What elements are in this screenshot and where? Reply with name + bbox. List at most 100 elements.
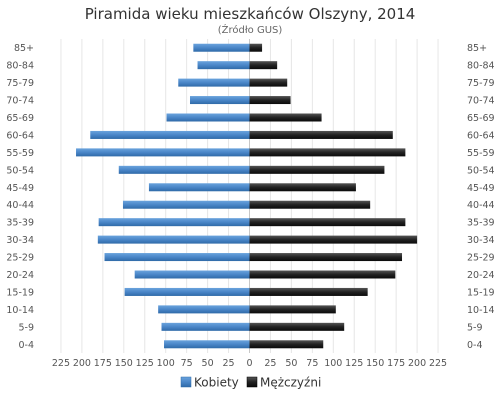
age-label: 85+ <box>14 43 34 54</box>
bar-kobiety[interactable] <box>193 43 250 52</box>
age-label: 25-29 <box>467 253 495 264</box>
bar-mezczyzni[interactable] <box>249 270 396 279</box>
age-label: 45-49 <box>6 183 34 194</box>
age-label: 80-84 <box>467 61 495 72</box>
bar-mezczyzni[interactable] <box>249 96 291 105</box>
bar-kobiety[interactable] <box>190 96 250 105</box>
age-label: 0-4 <box>18 340 34 351</box>
bar-mezczyzni[interactable] <box>249 235 418 244</box>
age-label: 5-9 <box>467 322 483 333</box>
age-label: 35-39 <box>6 218 34 229</box>
bar-mezczyzni[interactable] <box>249 340 324 349</box>
age-label: 55-59 <box>6 148 34 159</box>
legend-item-kobiety[interactable]: Kobiety <box>180 376 239 390</box>
age-label: 75-79 <box>467 78 495 89</box>
x-tick-label: 50 <box>285 358 297 369</box>
bar-kobiety[interactable] <box>97 235 250 244</box>
age-label: 50-54 <box>6 165 34 176</box>
age-label: 10-14 <box>467 305 495 316</box>
age-label: 30-34 <box>467 235 495 246</box>
age-label: 70-74 <box>6 96 34 107</box>
x-tick-label: 125 <box>345 358 363 369</box>
x-tick-label: 75 <box>306 358 318 369</box>
age-labels-right: 85+ 80-84 75-79 70-74 65-69 60-64 55-59 50-54 45… <box>467 43 495 351</box>
bar-mezczyzni[interactable] <box>249 218 406 227</box>
bar-kobiety[interactable] <box>122 200 250 209</box>
x-tick-label: 150 <box>115 358 133 369</box>
legend-item-mezczyzni[interactable]: Mężczyźni <box>246 376 321 390</box>
chart-title: Piramida wieku mieszkańców Olszyny, 2014 <box>85 5 416 23</box>
bar-mezczyzni[interactable] <box>249 200 371 209</box>
x-tick-label: 225 <box>429 358 447 369</box>
bar-mezczyzni[interactable] <box>249 183 356 192</box>
bar-mezczyzni[interactable] <box>249 43 263 52</box>
x-tick-label: 200 <box>73 358 91 369</box>
age-label: 75-79 <box>6 78 34 89</box>
x-tick-label: 200 <box>408 358 426 369</box>
bar-mezczyzni[interactable] <box>249 305 336 314</box>
grid-lines <box>60 39 439 353</box>
bar-mezczyzni[interactable] <box>249 130 393 139</box>
age-label: 20-24 <box>467 270 495 281</box>
age-label: 5-9 <box>18 322 34 333</box>
bar-kobiety[interactable] <box>118 165 250 174</box>
legend-label-kobiety: Kobiety <box>194 376 239 390</box>
bar-kobiety[interactable] <box>98 218 250 227</box>
bar-kobiety[interactable] <box>124 287 250 296</box>
x-tick-label: 50 <box>202 358 214 369</box>
legend-label-mezczyzni: Mężczyźni <box>260 376 321 390</box>
bar-mezczyzni[interactable] <box>249 78 288 87</box>
x-tick-label: 0 <box>246 358 252 369</box>
bar-kobiety[interactable] <box>197 61 250 70</box>
x-tick-label: 175 <box>387 358 405 369</box>
age-label: 20-24 <box>6 270 34 281</box>
legend-swatch-kobiety <box>180 376 192 388</box>
bar-kobiety[interactable] <box>90 130 250 139</box>
bar-mezczyzni[interactable] <box>249 322 345 331</box>
bar-kobiety[interactable] <box>161 322 250 331</box>
bar-mezczyzni[interactable] <box>249 148 406 157</box>
x-tick-label: 125 <box>136 358 154 369</box>
chart-subtitle: (Źródło GUS) <box>218 23 283 36</box>
x-tick-label: 225 <box>52 358 70 369</box>
x-tick-label: 25 <box>223 358 235 369</box>
age-label: 10-14 <box>6 305 34 316</box>
age-label: 65-69 <box>467 113 495 124</box>
age-label: 70-74 <box>467 96 495 107</box>
age-label: 25-29 <box>6 253 34 264</box>
age-label: 60-64 <box>6 130 34 141</box>
age-label: 40-44 <box>467 200 495 211</box>
bar-kobiety[interactable] <box>164 340 250 349</box>
x-axis-ticks: 225 200 175 150 125 100 75 50 25 0 25 50 75 100 125 150… <box>52 358 447 369</box>
x-tick-label: 100 <box>324 358 342 369</box>
legend-swatch-mezczyzni <box>246 376 258 388</box>
x-tick-label: 175 <box>94 358 112 369</box>
age-label: 35-39 <box>467 218 495 229</box>
bars <box>76 43 418 349</box>
bar-kobiety[interactable] <box>104 253 250 262</box>
bar-mezczyzni[interactable] <box>249 287 368 296</box>
age-label: 30-34 <box>6 235 34 246</box>
bar-kobiety[interactable] <box>76 148 250 157</box>
age-label: 55-59 <box>467 148 495 159</box>
age-label: 15-19 <box>6 287 34 298</box>
bar-kobiety[interactable] <box>134 270 250 279</box>
age-label: 85+ <box>467 43 487 54</box>
age-label: 15-19 <box>467 287 495 298</box>
bar-kobiety[interactable] <box>166 113 250 122</box>
x-tick-label: 100 <box>157 358 175 369</box>
age-label: 65-69 <box>6 113 34 124</box>
legend[interactable]: Kobiety Mężczyźni <box>180 376 321 390</box>
bar-mezczyzni[interactable] <box>249 113 322 122</box>
bar-mezczyzni[interactable] <box>249 165 385 174</box>
bar-kobiety[interactable] <box>158 305 250 314</box>
bar-kobiety[interactable] <box>178 78 250 87</box>
age-label: 80-84 <box>6 61 34 72</box>
bar-mezczyzni[interactable] <box>249 61 278 70</box>
age-label: 60-64 <box>467 130 495 141</box>
x-tick-label: 150 <box>366 358 384 369</box>
bar-kobiety[interactable] <box>148 183 250 192</box>
x-tick-label: 25 <box>264 358 276 369</box>
bar-mezczyzni[interactable] <box>249 253 403 262</box>
